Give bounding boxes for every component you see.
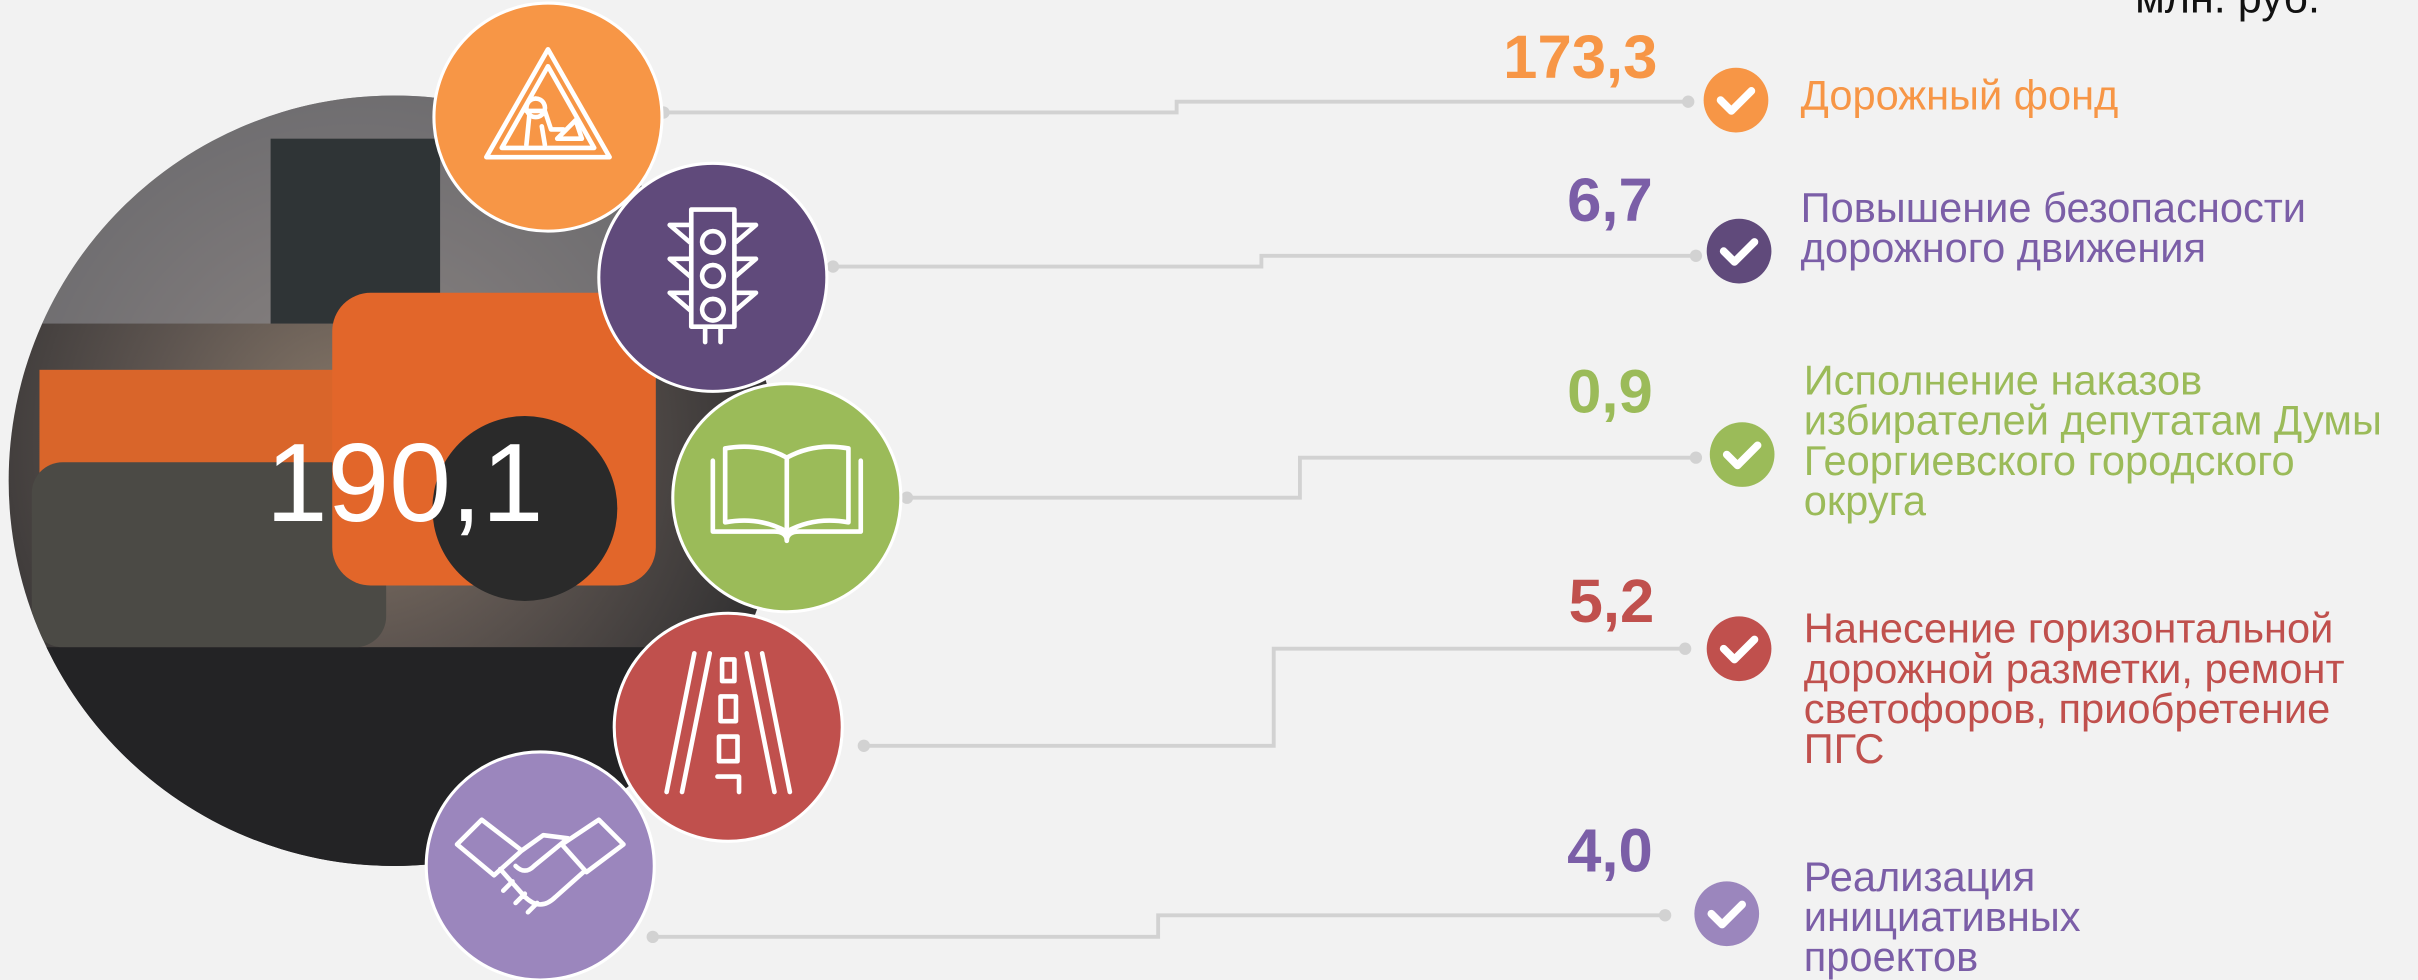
connector-dot — [1682, 96, 1694, 108]
connector-dot — [1690, 451, 1702, 463]
connector — [664, 102, 1689, 113]
check-circle — [1694, 881, 1759, 946]
icon-circle — [426, 752, 654, 980]
connector — [833, 256, 1696, 267]
total-value: 190,1 — [266, 421, 544, 545]
item-value: 4,0 — [1567, 816, 1653, 885]
connector-dot — [1679, 643, 1691, 655]
item-value: 5,2 — [1569, 567, 1655, 636]
item-value: 6,7 — [1567, 166, 1653, 235]
item-value: 0,9 — [1567, 357, 1653, 426]
check-circle — [1707, 616, 1772, 681]
connector-dot — [1690, 250, 1702, 262]
connector-dot — [1659, 909, 1671, 921]
connector — [864, 649, 1685, 746]
infographic: млн. руб. 190,1 173,3Дорожный фонд6,7Пов… — [0, 0, 2418, 980]
check-circle — [1707, 219, 1772, 284]
page: Дорожный фонд {"unit": "млн. руб.", "tot… — [0, 0, 2418, 980]
unit-label: млн. руб. — [2135, 0, 2320, 22]
icon-circle — [614, 613, 842, 841]
connector-dot — [647, 931, 659, 943]
item-label: проектов — [1804, 933, 1978, 980]
check-circle — [1704, 68, 1769, 133]
item-label: округа — [1804, 477, 1927, 524]
item-label: дорожного движения — [1801, 224, 2206, 271]
check-circle — [1710, 422, 1775, 487]
item-value: 173,3 — [1503, 23, 1657, 92]
item-label: ПГС — [1804, 725, 1885, 772]
body: млн. руб. 190,1 173,3Дорожный фонд6,7Пов… — [0, 0, 2418, 980]
connector — [907, 458, 1696, 498]
connector-dot — [827, 260, 839, 272]
connector-dot — [901, 492, 913, 504]
icon-circle — [599, 163, 827, 391]
item-label: Дорожный фонд — [1801, 72, 2119, 119]
connector-dot — [858, 740, 870, 752]
connector — [653, 915, 1665, 937]
